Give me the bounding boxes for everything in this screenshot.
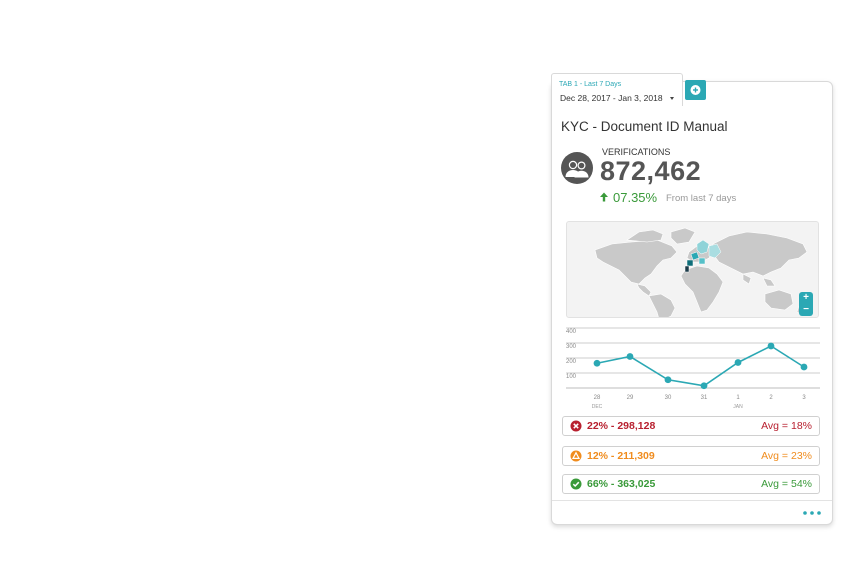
- data-point[interactable]: [800, 363, 808, 371]
- stat-row-warning[interactable]: 12% - 211,309 Avg = 23%: [562, 446, 820, 466]
- tab-title: TAB 1 - Last 7 Days: [559, 81, 622, 88]
- verifications-line-chart: 100 200 300 400 28 29 30 31 1 2 3 DEC JAN: [566, 327, 820, 410]
- x-circle-icon: [570, 420, 582, 432]
- stat-value: 22% - 298,128: [587, 420, 656, 432]
- month-label: DEC: [592, 404, 603, 410]
- y-tick-label: 200: [566, 359, 577, 365]
- stat-average: Avg = 18%: [761, 420, 812, 432]
- plus-circle-icon: [690, 85, 701, 95]
- stat-average: Avg = 23%: [761, 450, 812, 462]
- x-tick-label: 28: [594, 395, 601, 401]
- stat-row-approved[interactable]: 66% - 363,025 Avg = 54%: [562, 474, 820, 494]
- zoom-in-button[interactable]: +: [803, 292, 809, 303]
- month-label: JAN: [733, 404, 743, 410]
- trend-percentage: 07.35%: [613, 190, 658, 205]
- x-tick-label: 31: [701, 395, 708, 401]
- caret-down-icon[interactable]: [670, 97, 674, 100]
- more-options-icon[interactable]: [802, 508, 822, 518]
- world-map-graphic: [594, 227, 808, 317]
- x-tick-label: 1: [736, 395, 740, 401]
- x-tick-label: 30: [665, 395, 672, 401]
- x-tick-label: 29: [627, 395, 634, 401]
- data-point[interactable]: [664, 376, 672, 384]
- y-tick-label: 300: [566, 344, 577, 350]
- data-point[interactable]: [700, 382, 708, 390]
- verifications-label: VERIFICATIONS: [602, 147, 671, 157]
- map-zoom-control[interactable]: + −: [799, 292, 813, 316]
- trend-caption: From last 7 days: [666, 193, 737, 204]
- data-point[interactable]: [626, 353, 634, 360]
- verifications-count: 872,462: [600, 156, 702, 186]
- check-circle-icon: [570, 478, 582, 490]
- add-tab-button[interactable]: [685, 80, 706, 100]
- card-footer-divider: [552, 500, 832, 501]
- x-tick-label: 2: [769, 395, 773, 401]
- card-title: KYC - Document ID Manual: [561, 119, 728, 134]
- date-range-tab[interactable]: TAB 1 - Last 7 Days Dec 28, 2017 - Jan 3…: [551, 73, 683, 106]
- stat-average: Avg = 54%: [761, 478, 812, 490]
- stat-row-rejected[interactable]: 22% - 298,128 Avg = 18%: [562, 416, 820, 436]
- stat-value: 66% - 363,025: [587, 478, 656, 490]
- world-map[interactable]: [566, 221, 819, 318]
- data-point[interactable]: [734, 359, 742, 366]
- data-point[interactable]: [767, 342, 775, 350]
- data-point[interactable]: [593, 359, 601, 367]
- warning-circle-icon: [570, 450, 582, 462]
- series-line: [596, 345, 805, 387]
- zoom-out-button[interactable]: −: [803, 304, 809, 315]
- stat-value: 12% - 211,309: [587, 450, 655, 462]
- users-icon: [561, 152, 593, 184]
- y-tick-label: 400: [566, 329, 577, 335]
- arrow-up-icon: [600, 192, 608, 202]
- date-range-dropdown[interactable]: Dec 28, 2017 - Jan 3, 2018: [560, 93, 663, 103]
- x-tick-label: 3: [802, 395, 806, 401]
- y-tick-label: 100: [566, 374, 577, 380]
